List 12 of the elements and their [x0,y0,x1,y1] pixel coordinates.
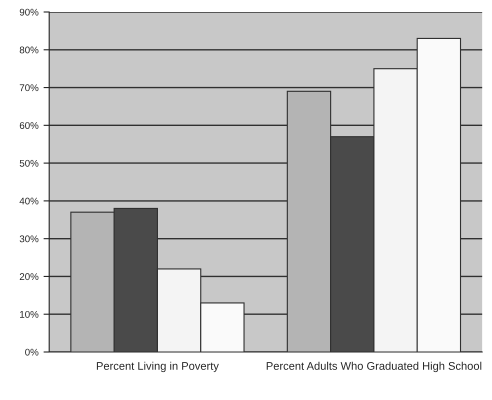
x-tick-label: Percent Living in Poverty [96,362,219,372]
y-tick-label: 50% [20,160,38,167]
x-tick-label: Percent Adults Who Graduated High School [266,362,482,372]
y-tick-label: 10% [20,310,38,318]
y-tick-label: 0% [25,348,38,356]
y-tick-label: 40% [20,198,38,205]
y-tick-label: 30% [20,235,38,242]
y-tick-label: 20% [20,273,38,280]
y-tick-label: 60% [20,122,38,129]
y-tick-label: 70% [20,84,38,92]
y-tick-label: 80% [20,46,38,54]
y-tick-label: 90% [20,8,38,16]
